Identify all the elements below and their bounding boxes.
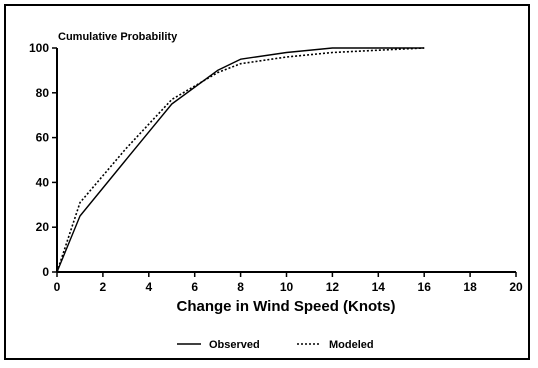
x-tick-label: 4	[145, 280, 152, 294]
series-line-modeled	[57, 48, 424, 272]
y-tick-label: 100	[29, 41, 49, 55]
series-line-observed	[57, 48, 424, 272]
x-tick-label: 18	[463, 280, 477, 294]
y-tick-label: 80	[36, 86, 50, 100]
x-tick-label: 12	[326, 280, 340, 294]
x-tick-label: 16	[418, 280, 432, 294]
x-tick-label: 2	[100, 280, 107, 294]
x-tick-label: 6	[191, 280, 198, 294]
x-tick-label: 0	[54, 280, 61, 294]
x-axis-label: Change in Wind Speed (Knots)	[176, 298, 395, 315]
x-ticks: 0 2 4 6 8 10 12 14 16 18 20	[54, 272, 523, 294]
y-tick-label: 0	[42, 265, 49, 279]
y-tick-label: 20	[36, 220, 50, 234]
x-tick-label: 8	[237, 280, 244, 294]
legend-label-modeled: Modeled	[329, 339, 374, 351]
chart-title: Cumulative Probability	[58, 31, 178, 43]
x-tick-label: 14	[372, 280, 386, 294]
x-tick-label: 10	[280, 280, 294, 294]
legend-label-observed: Observed	[209, 339, 260, 351]
legend: Observed Modeled	[177, 339, 374, 351]
x-tick-label: 20	[509, 280, 523, 294]
series-group	[57, 48, 424, 272]
y-tick-label: 60	[36, 131, 50, 145]
y-tick-label: 40	[36, 175, 50, 189]
y-ticks: 0 20 40 60 80 100	[29, 41, 57, 279]
